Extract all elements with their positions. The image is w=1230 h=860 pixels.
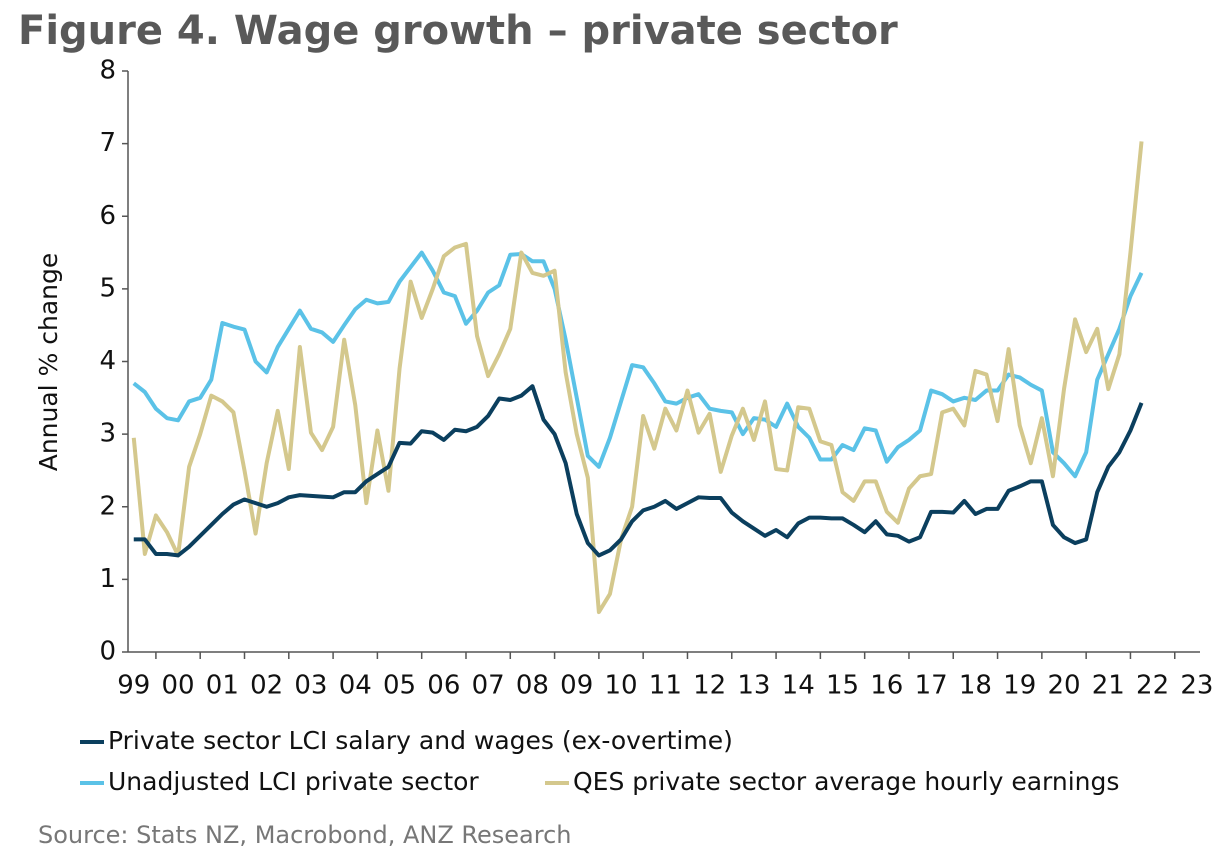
y-tick-label: 6 bbox=[99, 201, 116, 231]
x-tick-label: 15 bbox=[826, 671, 859, 701]
x-tick-label: 14 bbox=[782, 671, 815, 701]
x-tick-label: 17 bbox=[915, 671, 948, 701]
chart-title: Figure 4. Wage growth – private sector bbox=[18, 8, 898, 54]
x-tick-label: 22 bbox=[1136, 671, 1169, 701]
y-tick-label: 2 bbox=[99, 491, 116, 521]
x-tick-label: 05 bbox=[383, 671, 416, 701]
y-tick-label: 0 bbox=[99, 637, 116, 667]
x-tick-label: 23 bbox=[1180, 671, 1213, 701]
x-tick-label: 11 bbox=[649, 671, 682, 701]
x-tick-label: 08 bbox=[516, 671, 549, 701]
x-tick-label: 12 bbox=[693, 671, 726, 701]
y-tick-label: 4 bbox=[99, 346, 116, 376]
legend-label: QES private sector average hourly earnin… bbox=[573, 767, 1119, 796]
x-tick-label: 03 bbox=[294, 671, 327, 701]
x-tick-label: 19 bbox=[1003, 671, 1036, 701]
x-tick-label: 00 bbox=[162, 671, 195, 701]
series-line bbox=[131, 141, 1144, 615]
x-tick-label: 09 bbox=[560, 671, 593, 701]
x-tick-label: 02 bbox=[250, 671, 283, 701]
x-tick-label: 16 bbox=[870, 671, 903, 701]
x-tick-label: 06 bbox=[427, 671, 460, 701]
x-tick-label: 18 bbox=[959, 671, 992, 701]
legend-label: Unadjusted LCI private sector bbox=[108, 767, 479, 796]
x-tick-label: 13 bbox=[737, 671, 770, 701]
x-tick-label: 01 bbox=[206, 671, 239, 701]
source-note: Source: Stats NZ, Macrobond, ANZ Researc… bbox=[38, 821, 571, 849]
y-tick-label: 1 bbox=[99, 564, 116, 594]
legend-label: Private sector LCI salary and wages (ex-… bbox=[108, 726, 733, 755]
x-tick-label: 04 bbox=[339, 671, 372, 701]
x-tick-label: 99 bbox=[117, 671, 150, 701]
y-tick-label: 8 bbox=[99, 56, 116, 86]
y-axis-label: Annual % change bbox=[34, 253, 63, 472]
y-tick-label: 5 bbox=[99, 273, 116, 303]
x-tick-label: 10 bbox=[604, 671, 637, 701]
series-line bbox=[133, 384, 1144, 558]
y-tick-label: 3 bbox=[99, 419, 116, 449]
x-tick-label: 07 bbox=[472, 671, 505, 701]
x-tick-label: 20 bbox=[1047, 671, 1080, 701]
y-tick-label: 7 bbox=[99, 128, 116, 158]
x-tick-label: 21 bbox=[1092, 671, 1125, 701]
series-line bbox=[132, 250, 1144, 479]
